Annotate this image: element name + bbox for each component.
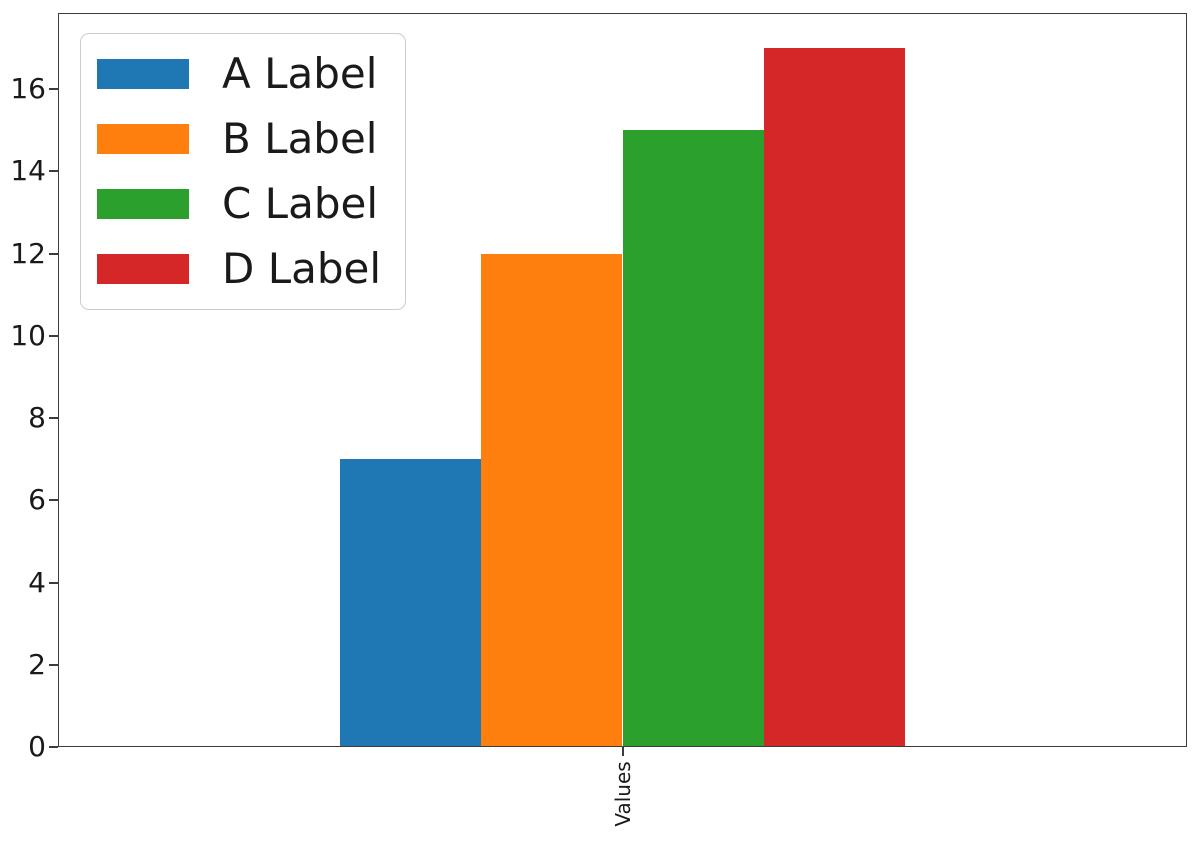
bar-d-label xyxy=(763,48,905,747)
bar-a-label xyxy=(340,459,482,747)
legend-item: A Label xyxy=(97,52,381,96)
y-tick-label: 16 xyxy=(10,72,46,106)
y-tick-mark xyxy=(49,252,58,255)
y-tick-label: 0 xyxy=(28,730,46,763)
y-tick-mark xyxy=(49,88,58,91)
x-tick-mark xyxy=(621,747,624,756)
legend-swatch-a-label xyxy=(97,59,189,89)
y-tick-label: 12 xyxy=(10,236,46,270)
bar-b-label xyxy=(481,253,623,747)
y-tick-mark xyxy=(49,499,58,502)
y-tick-label: 2 xyxy=(28,647,46,681)
y-tick-label: 14 xyxy=(10,154,46,188)
y-tick-mark xyxy=(49,581,58,584)
y-tick-label: 4 xyxy=(28,565,46,599)
plot-area xyxy=(58,13,1187,747)
legend-item: D Label xyxy=(97,247,381,291)
y-tick-label: 10 xyxy=(10,318,46,352)
y-tick-mark xyxy=(49,746,58,748)
legend-swatch-d-label xyxy=(97,254,189,284)
y-tick-mark xyxy=(49,334,58,337)
legend-swatch-c-label xyxy=(97,189,189,219)
legend: A Label B Label C Label D Label xyxy=(80,33,406,310)
bar-c-label xyxy=(622,130,764,747)
legend-swatch-b-label xyxy=(97,124,189,154)
legend-item: C Label xyxy=(97,182,381,226)
legend-label: C Label xyxy=(222,179,378,228)
y-tick-label: 8 xyxy=(28,401,46,434)
legend-label: D Label xyxy=(222,244,381,293)
legend-item: B Label xyxy=(97,117,381,161)
y-tick-label: 6 xyxy=(28,483,46,517)
y-tick-mark xyxy=(49,663,58,666)
y-tick-mark xyxy=(49,417,58,419)
x-tick-label-values: Values xyxy=(610,761,635,827)
y-tick-mark xyxy=(49,170,58,173)
legend-label: B Label xyxy=(222,114,378,163)
legend-label: A Label xyxy=(222,49,378,98)
